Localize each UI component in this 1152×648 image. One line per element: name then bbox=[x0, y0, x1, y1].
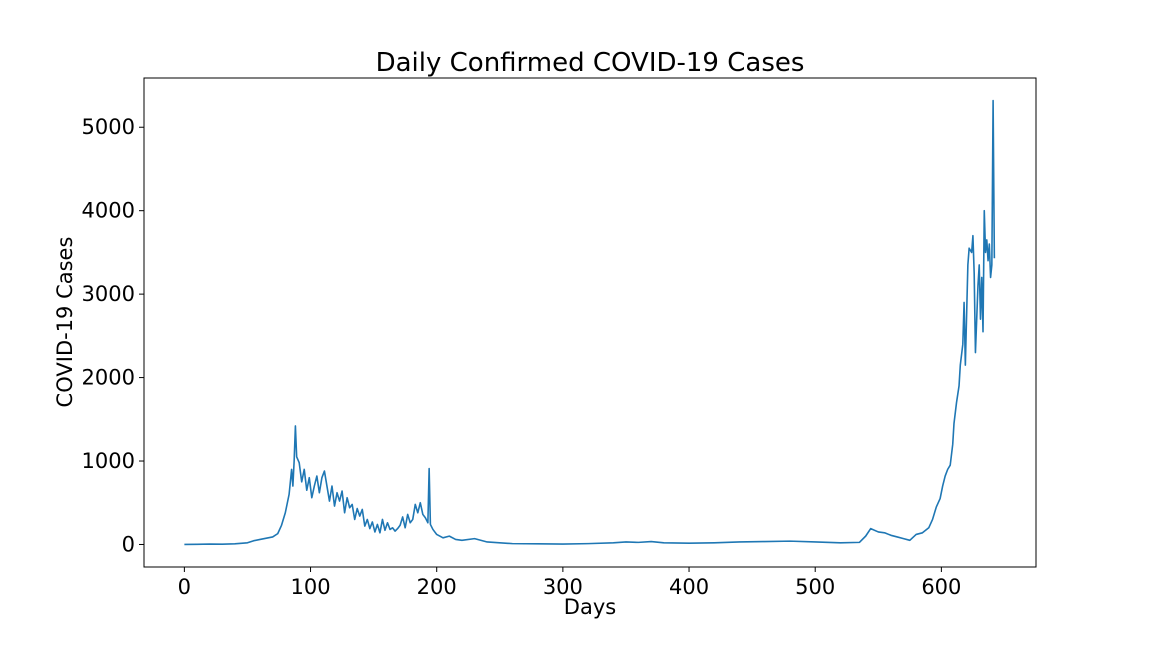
axis-ticks: 0 100 200 300 400 500 600 0 1000 2000 3000 4000 5000 bbox=[82, 115, 962, 599]
x-tick-label: 500 bbox=[795, 575, 835, 599]
x-tick-label: 200 bbox=[417, 575, 457, 599]
y-tick-label: 5000 bbox=[82, 115, 135, 139]
y-tick-label: 2000 bbox=[82, 366, 135, 390]
x-tick-label: 0 bbox=[178, 575, 191, 599]
y-tick-label: 3000 bbox=[82, 282, 135, 306]
chart-title: Daily Confirmed COVID-19 Cases bbox=[376, 48, 805, 78]
y-axis-label: COVID-19 Cases bbox=[53, 237, 77, 408]
y-tick-label: 1000 bbox=[82, 449, 135, 473]
x-tick-label: 400 bbox=[669, 575, 709, 599]
y-tick-label: 0 bbox=[122, 532, 135, 556]
x-tick-label: 600 bbox=[921, 575, 961, 599]
plot-frame bbox=[143, 77, 1037, 568]
x-tick-label: 100 bbox=[290, 575, 330, 599]
x-axis-label: Days bbox=[564, 595, 616, 619]
series-line bbox=[184, 99, 996, 546]
x-tick-label: 300 bbox=[543, 575, 583, 599]
y-tick-label: 4000 bbox=[82, 199, 135, 223]
